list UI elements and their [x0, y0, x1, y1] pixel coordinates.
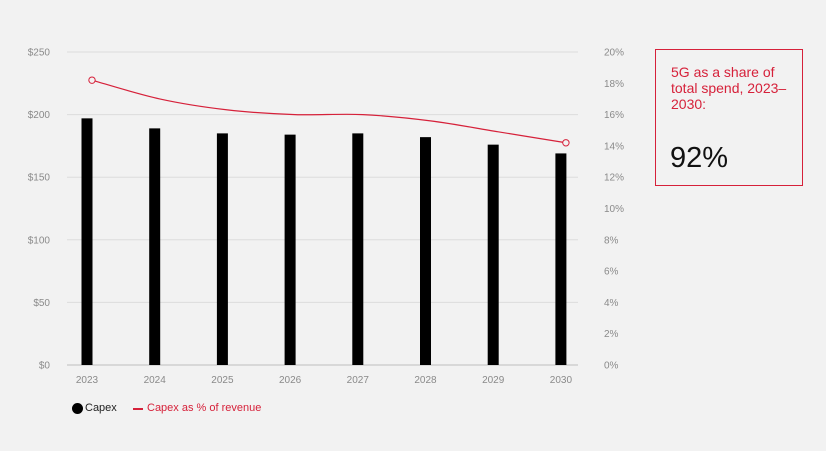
callout-text: 5G as a share of total spend, 2023–2030: — [671, 64, 787, 112]
x-tick-label: 2024 — [144, 375, 167, 386]
y-right-tick-label: 2% — [604, 329, 619, 340]
capex-bar — [284, 134, 296, 365]
capex-pct-marker — [562, 139, 570, 147]
y-left-tick-label: $150 — [28, 173, 51, 184]
capex-bar — [216, 133, 228, 365]
x-tick-label: 2025 — [211, 375, 234, 386]
x-tick-label: 2023 — [76, 375, 99, 386]
capex-bar — [555, 153, 567, 365]
y-right-tick-label: 4% — [604, 298, 619, 309]
capex-pct-marker — [88, 76, 96, 84]
x-tick-label: 2027 — [347, 375, 370, 386]
legend-swatch-capex-pct — [133, 408, 143, 410]
y-right-tick-label: 0% — [604, 361, 619, 372]
y-right-tick-label: 10% — [604, 204, 624, 215]
y-left-tick-label: $250 — [28, 48, 51, 59]
y-right-tick-label: 6% — [604, 267, 619, 278]
y-left-tick-label: $200 — [28, 110, 51, 121]
x-tick-label: 2029 — [482, 375, 505, 386]
y-left-tick-label: $0 — [39, 361, 51, 372]
y-right-tick-label: 14% — [604, 141, 624, 152]
capex-bar — [487, 144, 499, 365]
capex-bar — [81, 118, 93, 365]
x-tick-label: 2030 — [550, 375, 573, 386]
legend-label-capex: Capex — [85, 402, 117, 414]
y-right-tick-label: 16% — [604, 110, 624, 121]
capex-bar — [352, 133, 364, 365]
x-tick-label: 2026 — [279, 375, 302, 386]
legend-swatch-capex — [72, 403, 83, 414]
y-right-tick-label: 20% — [604, 48, 624, 59]
legend-label-capex-pct: Capex as % of revenue — [147, 402, 262, 414]
y-right-tick-label: 12% — [604, 173, 624, 184]
capex-bar — [149, 128, 161, 365]
capex-pct-line — [91, 79, 566, 144]
callout-value: 92% — [670, 142, 729, 174]
y-left-tick-label: $100 — [28, 235, 51, 246]
x-tick-label: 2028 — [414, 375, 437, 386]
capex-bar — [420, 137, 431, 365]
y-right-tick-label: 18% — [604, 79, 624, 90]
y-right-tick-label: 8% — [604, 235, 619, 246]
y-left-tick-label: $50 — [33, 298, 50, 309]
callout-box: 5G as a share of total spend, 2023–2030:… — [655, 49, 803, 186]
